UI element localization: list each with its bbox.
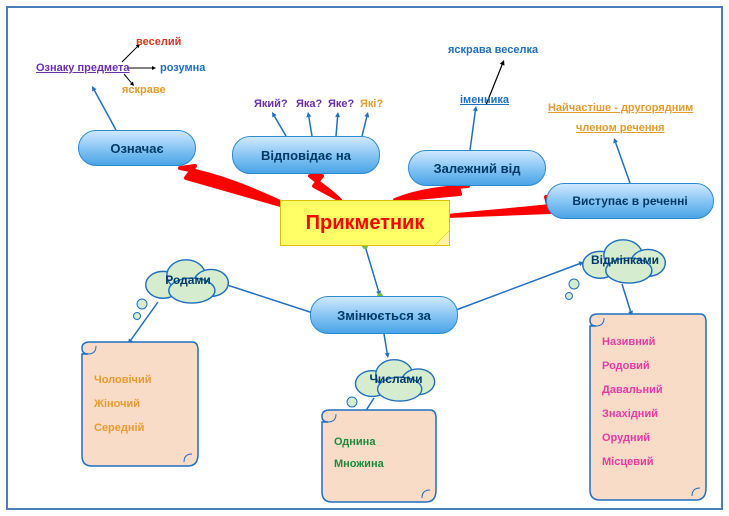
cloud-vidm: Відмінками [570,236,680,284]
cloud-rody: Родами [138,256,238,304]
scroll-item: Називний [602,336,655,348]
text-label: Яке? [328,98,354,110]
branch-zalezh: Залежний від [408,150,546,186]
branch-label: Означає [110,141,163,156]
text-label: веселий [136,36,181,48]
scroll-item: Орудний [602,432,650,444]
scroll-rody_scroll: Чоловічий Жіночий Середній [80,340,200,468]
branch-label: Залежний від [433,161,520,176]
scroll-vidm_scroll: Називний Родовий Давальний Знахідний Орудний… [588,312,708,502]
branch-vidpov: Відповідає на [232,136,380,174]
scroll-item: Знахідний [602,408,658,420]
branch-label: Виступає в реченні [572,194,687,208]
branch-vystup: Виступає в реченні [546,183,714,219]
scroll-chysla_scroll: Однина Множина [320,408,438,504]
cloud-label: Родами [138,256,238,304]
cloud-tail [564,278,584,308]
cloud-chysla: Числами [348,356,444,402]
text-label: Ознаку предмета [36,62,130,74]
text-label: Яка? [296,98,322,110]
cloud-label: Відмінками [570,236,680,284]
text-label: яскрава веселка [448,44,538,56]
scroll-item: Місцевий [602,456,654,468]
text-label: розумна [160,62,205,74]
scroll-item: Множина [334,458,384,470]
text-label: Найчастіше - другорядним [548,102,693,114]
branch-oznachae: Означає [78,130,196,166]
scroll-item: Однина [334,436,375,448]
cloud-label: Числами [348,356,444,402]
text-label: іменника [460,94,509,106]
scroll-item: Жіночий [94,398,140,410]
text-label: Які? [360,98,383,110]
text-label: Який? [254,98,288,110]
text-label: членом речення [576,122,665,134]
text-label: яскраве [122,84,166,96]
scroll-item: Родовий [602,360,650,372]
branch-label: Відповідає на [261,148,351,163]
scroll-item: Давальний [602,384,663,396]
scroll-item: Середній [94,422,144,434]
branch-zmin: Змінюється за [310,296,458,334]
diagram-stage: Прикметник Означає Відповідає на Залежний в… [0,0,729,516]
scroll-item: Чоловічий [94,374,151,386]
central-label: Прикметник [306,212,425,235]
central-node: Прикметник [280,200,450,246]
branch-label: Змінюється за [337,308,431,323]
cloud-tail [132,298,152,328]
